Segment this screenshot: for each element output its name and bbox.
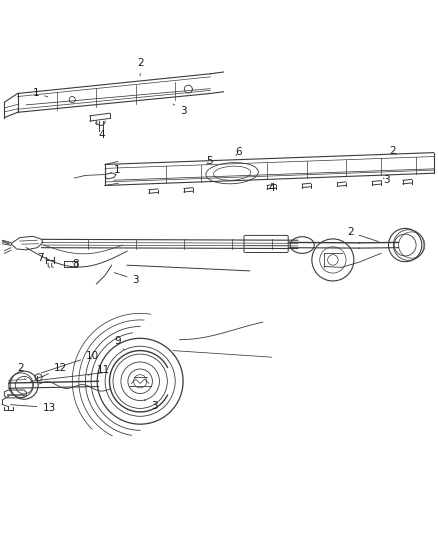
- Text: 4: 4: [268, 183, 275, 192]
- Text: 3: 3: [145, 400, 158, 411]
- Text: 2: 2: [137, 58, 144, 76]
- Text: 2: 2: [389, 146, 396, 156]
- Text: 1: 1: [32, 87, 48, 98]
- Text: 3: 3: [114, 272, 139, 285]
- Text: 11: 11: [88, 365, 110, 375]
- Text: 7: 7: [37, 253, 48, 263]
- Text: 6: 6: [235, 147, 242, 157]
- Text: 13: 13: [11, 402, 56, 413]
- Text: 12: 12: [44, 363, 67, 376]
- Text: 2: 2: [347, 228, 378, 241]
- Text: 10: 10: [41, 351, 99, 373]
- Text: 3: 3: [383, 175, 390, 185]
- Text: 4: 4: [95, 123, 106, 140]
- Text: 8: 8: [72, 259, 79, 269]
- Text: 3: 3: [173, 104, 187, 116]
- Text: 5: 5: [206, 156, 213, 166]
- Text: 9: 9: [114, 336, 124, 350]
- Text: 1: 1: [110, 165, 121, 175]
- Text: 2: 2: [17, 363, 25, 378]
